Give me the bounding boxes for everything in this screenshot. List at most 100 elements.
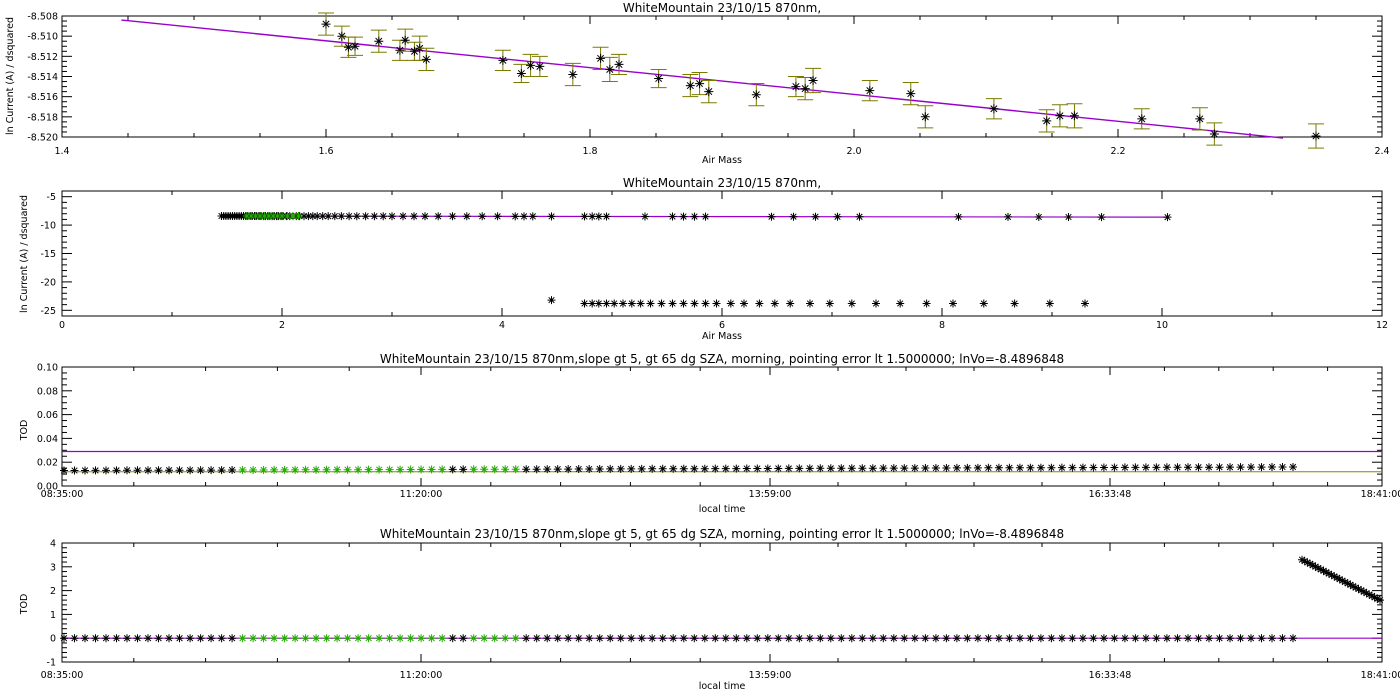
data-point: [1068, 634, 1077, 643]
data-point: [791, 82, 801, 92]
data-point: [627, 464, 636, 473]
data-point: [605, 64, 615, 74]
plot-frame: [61, 542, 1383, 663]
x-tick-label: 2.0: [846, 146, 861, 157]
panel-tod-full: WhiteMountain 23/10/15 870nm,slope gt 5,…: [19, 527, 1400, 692]
data-point: [679, 212, 688, 221]
data-point: [553, 465, 562, 474]
x-tick-label: 6: [719, 320, 725, 331]
data-point: [984, 463, 993, 472]
tail-point: [1322, 568, 1331, 577]
data-point: [637, 464, 646, 473]
data-point: [1068, 463, 1077, 472]
data-point: [144, 634, 152, 643]
data-point: [165, 466, 173, 475]
data-point: [1141, 634, 1150, 643]
x-tick-label: 13:59:00: [749, 489, 792, 500]
y-tick-label: 2: [50, 586, 56, 597]
tail-point: [1319, 566, 1328, 575]
data-point: [1268, 634, 1276, 643]
selected-point: [406, 465, 415, 474]
tail-point: [1314, 564, 1323, 572]
outlier-point: [922, 299, 931, 308]
data-point: [1015, 634, 1024, 643]
selected-point: [417, 465, 426, 474]
tail-point: [1362, 589, 1371, 598]
data-point: [1036, 634, 1045, 643]
data-point: [837, 464, 846, 473]
data-point: [207, 466, 216, 475]
outlier-point: [1081, 299, 1089, 308]
data-point: [954, 212, 963, 221]
data-point: [1110, 634, 1119, 643]
y-tick-label: -8.516: [27, 92, 58, 103]
selected-point: [301, 465, 310, 474]
selected-point: [480, 465, 489, 474]
data-point: [1173, 463, 1182, 472]
data-point: [1047, 634, 1056, 643]
selected-point: [322, 634, 331, 643]
x-tick-label: 1.6: [318, 146, 333, 157]
data-point: [763, 634, 772, 643]
data-point: [1036, 463, 1045, 472]
data-point: [228, 634, 237, 643]
y-tick-label: -20: [40, 277, 56, 288]
selected-point: [294, 212, 303, 220]
data-point: [308, 212, 317, 221]
x-tick-label: 1.4: [54, 146, 69, 157]
selected-point: [354, 634, 363, 643]
data-point: [984, 634, 993, 643]
data-point: [321, 19, 331, 29]
selected-point: [427, 634, 436, 643]
data-point: [668, 212, 677, 221]
y-tick-label: 0.00: [37, 482, 58, 493]
data-point: [217, 466, 226, 475]
chart-title: WhiteMountain 23/10/15 870nm,: [623, 176, 821, 190]
data-point: [732, 464, 741, 473]
selected-point: [247, 212, 256, 220]
data-point: [1194, 463, 1203, 472]
y-tick-label: -8.508: [27, 12, 58, 23]
selected-point: [364, 634, 373, 643]
tail-point: [1376, 596, 1384, 605]
data-point: [952, 463, 961, 472]
data-point: [448, 212, 457, 221]
data-point: [543, 634, 552, 643]
data-point: [921, 634, 930, 643]
data-point: [1278, 634, 1287, 643]
selected-point: [269, 212, 278, 220]
data-point: [606, 634, 615, 643]
y-tick-label: 0.02: [37, 458, 58, 469]
outlier-point: [636, 299, 645, 308]
y-tick-label: -8.514: [27, 72, 58, 83]
data-point: [1026, 463, 1035, 472]
data-point: [448, 634, 457, 643]
data-point: [784, 464, 793, 473]
data-point: [421, 54, 431, 64]
data-point: [847, 464, 856, 473]
data-point: [1064, 213, 1073, 221]
outlier-point: [580, 299, 589, 308]
x-tick-label: 11:20:00: [400, 489, 443, 500]
data-point: [614, 59, 624, 69]
y-tick-label: -5: [47, 192, 56, 203]
x-tick-label: 2.4: [1374, 146, 1389, 157]
data-point: [1236, 463, 1245, 472]
selected-point: [291, 465, 300, 474]
y-axis-label: ln Current (A) / dsquared: [19, 195, 30, 313]
y-tick-label: -8.518: [27, 112, 58, 123]
data-point: [879, 464, 888, 473]
outlier-point: [547, 296, 556, 305]
tail-point: [1308, 561, 1317, 570]
selected-point: [490, 465, 499, 474]
outlier-point: [679, 299, 688, 308]
data-point: [855, 212, 864, 221]
x-axis-label: local time: [699, 504, 746, 515]
x-tick-label: 08:35:00: [41, 489, 84, 500]
data-point: [774, 464, 783, 473]
data-point: [588, 212, 597, 221]
tail-point: [1316, 565, 1325, 574]
data-point: [654, 74, 664, 83]
data-point: [994, 463, 1003, 472]
panel-airmass-zoom: WhiteMountain 23/10/15 870nm, -8.520-8.5…: [5, 1, 1390, 166]
